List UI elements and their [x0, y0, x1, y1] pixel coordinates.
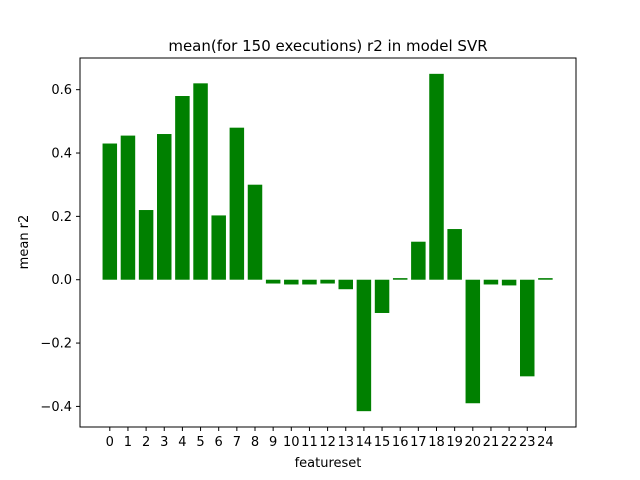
bars-group [102, 73, 553, 412]
x-tick-label: 2 [142, 435, 150, 450]
bar-20 [465, 279, 481, 404]
x-tick-label: 21 [483, 435, 500, 450]
x-axis-ticks: 0 1 2 3 4 5 6 7 8 9 10 11 12 13 14 15 16 17 18 19 20 21 22 23 24 [106, 427, 554, 450]
x-tick-label: 6 [215, 435, 223, 450]
y-tick-label: 0.2 [51, 210, 72, 225]
bar-23 [520, 279, 535, 377]
x-tick-label: 18 [428, 435, 445, 450]
x-tick-label: 16 [392, 435, 409, 450]
bar-5 [193, 83, 208, 280]
bar-1 [120, 135, 136, 280]
bar-6 [211, 215, 226, 280]
x-tick-label: 19 [446, 435, 463, 450]
bar-13 [338, 279, 353, 290]
x-tick-label: 13 [337, 435, 354, 450]
bar-11 [302, 279, 317, 285]
x-tick-label: 24 [537, 435, 554, 450]
bar-10 [284, 279, 299, 285]
bar-16 [392, 278, 408, 280]
y-tick-label: 0.4 [51, 147, 72, 162]
y-tick-label: −0.2 [40, 337, 72, 352]
x-tick-label: 14 [356, 435, 373, 450]
x-tick-label: 0 [106, 435, 114, 450]
x-tick-label: 11 [301, 435, 318, 450]
bar-19 [447, 229, 462, 280]
bar-21 [483, 279, 499, 285]
bar-17 [411, 241, 426, 280]
x-tick-label: 22 [501, 435, 518, 450]
x-tick-label: 4 [178, 435, 186, 450]
bar-8 [247, 184, 263, 280]
x-tick-label: 20 [465, 435, 482, 450]
x-tick-label: 17 [410, 435, 427, 450]
y-axis-ticks: −0.4 −0.2 0.0 0.2 0.4 0.6 [40, 83, 80, 415]
x-tick-label: 23 [519, 435, 536, 450]
bar-18 [429, 73, 444, 280]
bar-3 [157, 134, 172, 280]
bar-12 [320, 279, 335, 284]
bar-2 [138, 210, 154, 280]
x-axis-label: featureset [295, 456, 362, 471]
bar-4 [175, 96, 190, 280]
y-tick-label: 0.6 [51, 83, 72, 98]
bar-0 [102, 143, 118, 280]
y-tick-label: 0.0 [51, 273, 72, 288]
x-tick-label: 5 [196, 435, 204, 450]
x-tick-label: 1 [124, 435, 132, 450]
x-tick-label: 10 [283, 435, 300, 450]
x-tick-label: 7 [233, 435, 241, 450]
plot-frame [79, 57, 577, 428]
bar-9 [265, 279, 281, 284]
x-tick-label: 12 [319, 435, 336, 450]
y-axis-label: mean r2 [17, 215, 32, 270]
x-tick-label: 9 [269, 435, 277, 450]
x-tick-label: 8 [251, 435, 259, 450]
x-tick-label: 3 [160, 435, 168, 450]
bar-7 [229, 127, 245, 280]
bar-24 [538, 278, 553, 280]
chart-title: mean(for 150 executions) r2 in model SVR [168, 37, 487, 55]
bar-14 [356, 279, 372, 412]
bar-15 [374, 279, 390, 313]
y-tick-label: −0.4 [40, 400, 72, 415]
x-tick-label: 15 [374, 435, 391, 450]
bar-22 [501, 279, 517, 286]
